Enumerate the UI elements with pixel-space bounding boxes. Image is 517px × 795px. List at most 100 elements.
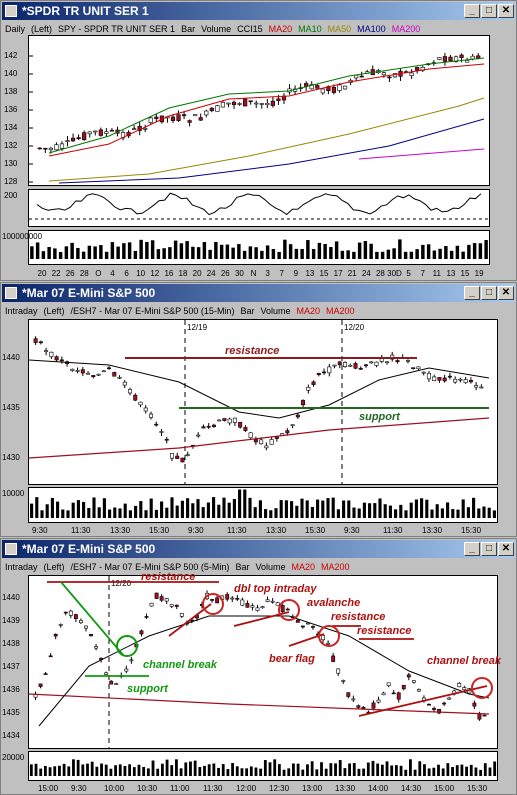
price-bar	[280, 605, 285, 612]
maximize-icon[interactable]: □	[481, 286, 497, 300]
volume-bar	[479, 769, 483, 776]
price-bar	[87, 131, 92, 135]
volume-bar	[150, 240, 155, 259]
price-bar	[59, 359, 64, 362]
x-tick-label: 15:30	[305, 526, 326, 535]
volume-plot[interactable]	[28, 487, 498, 523]
price-bar	[396, 692, 401, 700]
maximize-icon[interactable]: □	[481, 542, 497, 556]
price-axis: 142 140 138 136 134 132 130 128	[1, 35, 27, 186]
price-bar	[327, 366, 332, 374]
price-bar	[409, 72, 414, 76]
volume-bar	[334, 763, 337, 776]
price-bar	[348, 364, 353, 367]
volume-bar	[296, 763, 300, 776]
price-bar	[117, 377, 122, 379]
x-tick-label: 15:00	[38, 784, 59, 793]
x-tick-label: 11:30	[227, 526, 247, 535]
volume-bar	[306, 764, 309, 776]
y-tick-label: 1438	[2, 639, 20, 648]
volume-bar	[196, 499, 200, 518]
price-bar	[265, 102, 270, 106]
legend-item: MA50	[327, 24, 352, 34]
volume-bar	[321, 500, 325, 518]
channel-break-circle	[116, 635, 138, 657]
volume-axis: 10000	[1, 487, 27, 523]
price-bar	[82, 132, 87, 141]
price-bar	[311, 381, 316, 385]
volume-bar	[375, 251, 379, 259]
volume-bar	[40, 510, 44, 518]
legend-item: Daily	[5, 24, 26, 34]
ma200-line	[28, 693, 490, 715]
volume-bar	[217, 504, 221, 518]
volume-bar	[334, 241, 339, 259]
volume-bar	[104, 764, 108, 776]
volume-bar	[226, 769, 230, 776]
price-bar	[96, 373, 101, 376]
price-bar	[447, 375, 452, 378]
volume-bar	[290, 501, 294, 518]
volume-bar	[254, 247, 258, 259]
ma10-line	[48, 57, 485, 154]
volume-bar	[388, 505, 392, 518]
price-bar	[321, 635, 325, 641]
price-bar	[181, 114, 187, 117]
volume-bar	[378, 498, 382, 518]
window-titlebar[interactable]: *Mar 07 E-Mini S&P 500 _ □ ✕	[2, 284, 515, 302]
price-bar	[143, 128, 148, 130]
volume-bar	[145, 241, 149, 259]
close-icon[interactable]: ✕	[498, 542, 514, 556]
price-bar	[448, 56, 453, 62]
price-plot[interactable]: 12/20 resistance dbl top intraday avalanche…	[28, 571, 502, 749]
volume-bar	[435, 504, 439, 518]
price-bar	[209, 107, 214, 112]
price-plot[interactable]	[28, 35, 490, 186]
volume-bar	[248, 246, 253, 259]
x-tick-label: 9:30	[71, 784, 87, 793]
x-tick-label: 9	[294, 269, 299, 278]
close-icon[interactable]: ✕	[498, 4, 514, 18]
window-titlebar[interactable]: *Mar 07 E-Mini S&P 500 _ □ ✕	[2, 540, 515, 558]
volume-bar	[62, 763, 66, 776]
price-plot[interactable]: 12/19 12/20 resistance support	[28, 319, 498, 485]
x-tick-label: 12:00	[236, 784, 257, 793]
bear-flag-circle	[318, 625, 340, 647]
x-tick-label: 18	[179, 269, 188, 278]
volume-bar	[305, 500, 309, 518]
minimize-icon[interactable]: _	[464, 286, 480, 300]
volume-bar	[185, 241, 189, 259]
cci-plot[interactable]	[28, 189, 490, 227]
maximize-icon[interactable]: □	[481, 4, 497, 18]
volume-bar	[70, 242, 74, 259]
x-tick-label: 22	[52, 269, 61, 278]
volume-bar	[432, 250, 437, 259]
minimize-icon[interactable]: _	[464, 542, 480, 556]
volume-bar	[451, 767, 454, 776]
window-title: *SPDR TR UNIT SER 1	[22, 4, 149, 18]
price-bar	[179, 613, 184, 617]
minimize-icon[interactable]: _	[464, 4, 480, 18]
price-bar	[387, 76, 392, 79]
volume-bar	[414, 499, 418, 518]
dbl-top-label: dbl top intraday	[234, 583, 317, 595]
volume-bar	[474, 767, 478, 776]
price-bar	[159, 596, 164, 601]
price-bar	[426, 372, 431, 380]
price-bar	[98, 129, 103, 136]
volume-bar	[310, 506, 314, 518]
volume-bar	[478, 243, 483, 259]
ma200-line	[358, 148, 485, 160]
close-icon[interactable]: ✕	[498, 286, 514, 300]
window-titlebar[interactable]: *SPDR TR UNIT SER 1 _ □ ✕	[2, 2, 515, 20]
volume-plot[interactable]	[28, 230, 490, 265]
volume-bar	[315, 769, 319, 776]
volume-bar	[214, 241, 218, 259]
volume-bar	[133, 250, 138, 259]
volume-bar	[254, 767, 258, 776]
volume-plot[interactable]	[28, 751, 498, 781]
volume-bar	[455, 765, 459, 776]
volume-bar	[186, 498, 190, 518]
volume-bar	[409, 759, 412, 776]
volume-bar	[225, 244, 230, 259]
